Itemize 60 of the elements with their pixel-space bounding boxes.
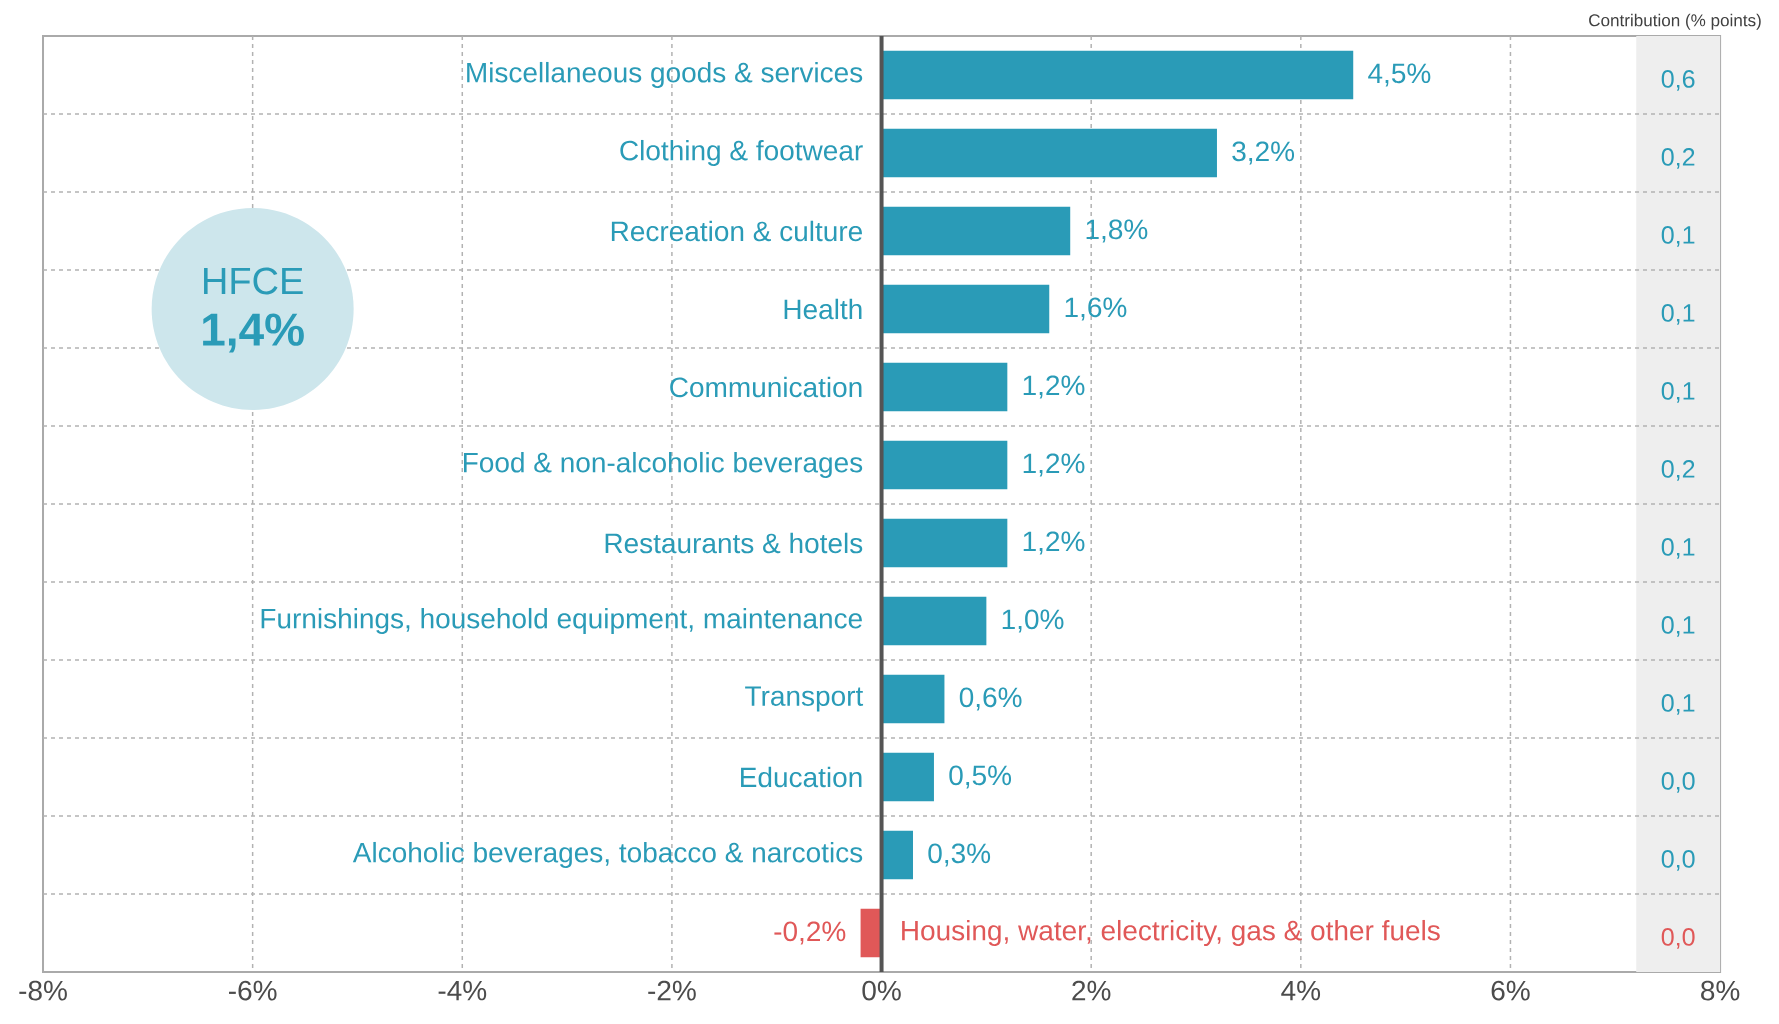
x-tick-label: 8% xyxy=(1701,980,1740,1001)
x-tick-label: 2% xyxy=(1072,980,1111,1001)
annotation: 0,0 xyxy=(1661,772,1695,793)
annotation: 1,4% xyxy=(203,313,304,353)
annotation: 0,6 xyxy=(1661,70,1695,91)
bar xyxy=(881,752,934,802)
y-tick-label: Food & non-alcoholic beverages xyxy=(464,451,863,479)
y-tick-label: Communication xyxy=(670,376,862,398)
bar xyxy=(881,596,987,646)
data-label: 1,2% xyxy=(1023,531,1085,555)
annotation: 0,0 xyxy=(1661,928,1695,949)
data-label: 1,6% xyxy=(1065,297,1127,321)
y-tick-label: Recreation & culture xyxy=(611,220,862,242)
y-tick-label: Education xyxy=(741,766,862,788)
x-tick-label: 6% xyxy=(1491,980,1530,1001)
bar xyxy=(881,128,1217,178)
annotation: 0,2 xyxy=(1661,148,1695,169)
bar xyxy=(881,206,1071,256)
y-tick-label: Restaurants & hotels xyxy=(605,532,863,554)
annotation: 0,1 xyxy=(1661,304,1695,325)
x-tick-label: -6% xyxy=(228,980,277,1001)
annotation: HFCE xyxy=(204,267,303,295)
data-label: 0,3% xyxy=(928,843,991,867)
data-label: -0,2% xyxy=(774,921,846,945)
bar xyxy=(881,674,945,724)
annotation: 0,1 xyxy=(1661,382,1695,403)
y-tick-label: Clothing & footwear xyxy=(620,139,863,167)
bar xyxy=(860,908,882,958)
annotation: 0,0 xyxy=(1661,850,1695,871)
y-tick-label: Health xyxy=(784,298,862,320)
x-tick-label: -2% xyxy=(648,980,696,1001)
data-label: 3,2% xyxy=(1232,141,1295,165)
bar xyxy=(881,518,1008,568)
x-tick-label: -8% xyxy=(19,980,67,1001)
bar xyxy=(881,830,913,880)
y-tick-label: Transport xyxy=(745,686,864,712)
annotation: 0,1 xyxy=(1661,694,1695,715)
y-tick-label: Miscellaneous goods & services xyxy=(467,61,863,89)
x-tick-label: 4% xyxy=(1281,980,1321,1001)
bar xyxy=(881,50,1354,100)
bar xyxy=(881,362,1008,412)
x-tick-label: 0% xyxy=(862,980,901,1001)
data-label: 1,2% xyxy=(1023,453,1085,477)
data-label: 4,5% xyxy=(1368,63,1431,87)
annotation: 0,1 xyxy=(1661,538,1695,559)
data-label: 0,6% xyxy=(959,687,1022,711)
x-tick-label: -4% xyxy=(438,980,487,1001)
bar xyxy=(881,440,1008,490)
data-label: 1,0% xyxy=(1002,609,1064,633)
text: Contribution (% points) xyxy=(1589,13,1761,30)
bar xyxy=(881,284,1050,334)
data-label: 0,5% xyxy=(949,765,1012,789)
annotation: 0,2 xyxy=(1661,460,1695,481)
annotation: 0,1 xyxy=(1661,616,1695,637)
data-label: 1,8% xyxy=(1086,219,1148,243)
annotation: 0,1 xyxy=(1661,226,1695,247)
y-tick-label: Furnishings, household equipment, maintenance xyxy=(261,607,862,635)
y-tick-label: Alcoholic beverages, tobacco & narcotics xyxy=(352,841,863,869)
data-label: 1,2% xyxy=(1023,375,1085,399)
y-tick-label: Housing, water, electricity, gas & other fuels xyxy=(902,919,1440,947)
